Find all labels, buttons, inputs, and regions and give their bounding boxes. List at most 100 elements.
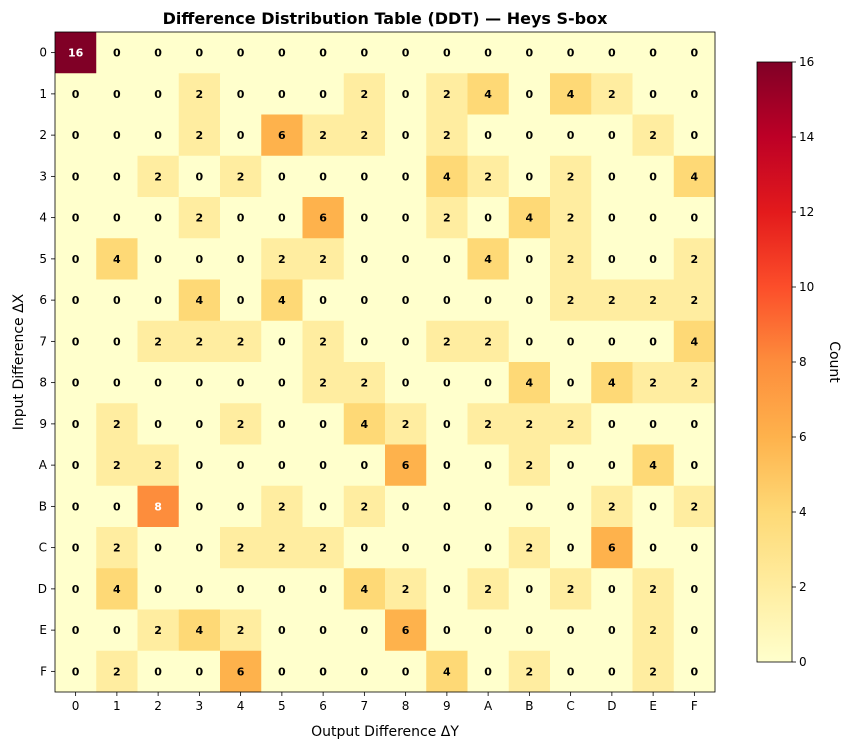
cell-value-label: 2	[196, 129, 204, 142]
heatmap-cell-0-C	[550, 32, 592, 74]
y-tick-label: 8	[39, 376, 47, 390]
cell-value-label: 0	[237, 129, 245, 142]
heatmap-cell-1-C	[550, 73, 592, 115]
heatmap-cell-9-2	[137, 403, 180, 445]
y-tick-label: 3	[39, 169, 47, 183]
cell-value-label: 2	[361, 377, 369, 390]
heatmap-cell-3-3	[178, 155, 221, 198]
heatmap-cell-0-5	[261, 32, 303, 74]
cell-value-label: 4	[361, 583, 369, 596]
heatmap-cell-labels: 16 0 0 0 0 0 0 0 0 0 0 0 0 0 0 0 0 0 0 2 0 0 0 2 0 2 4 0 4 2 0 0 0 0 0 2 0 6 2…	[68, 47, 699, 679]
heatmap-cell-D-D	[591, 568, 633, 610]
cell-value-label: 0	[72, 624, 80, 637]
cell-value-label: 0	[608, 624, 616, 637]
cell-value-label: 0	[567, 624, 575, 637]
heatmap-cell-6-8	[385, 279, 427, 322]
heatmap-cell-5-E	[632, 238, 675, 280]
heatmap-cell-3-8	[385, 155, 427, 198]
cell-value-label: 2	[567, 418, 575, 431]
heatmap-cell-5-8	[385, 238, 427, 280]
heatmap-cell-5-5	[261, 238, 303, 280]
cell-value-label: 0	[402, 88, 410, 101]
heatmap-cell-F-0	[55, 650, 97, 693]
heatmap-cell-A-F	[673, 444, 716, 487]
heatmap-cell-0-8	[385, 32, 427, 74]
heatmap-cell-9-5	[261, 403, 303, 445]
heatmap-cell-F-A	[467, 650, 510, 693]
heatmap-cell-8-F	[673, 362, 716, 404]
heatmap-cell-7-6	[302, 320, 345, 363]
cell-value-label: 0	[526, 88, 534, 101]
cell-value-label: 0	[278, 212, 286, 225]
heatmap-cell-8-D	[591, 362, 633, 404]
cell-value-label: 0	[567, 459, 575, 472]
heatmap-cell-5-1	[96, 238, 138, 280]
cell-value-label: 0	[402, 500, 410, 513]
cell-value-label: 6	[402, 624, 410, 637]
cell-value-label: 2	[691, 253, 699, 266]
heatmap-cell-2-5	[261, 114, 303, 157]
heatmap-cell-8-8	[385, 362, 427, 404]
heatmap-cell-2-4	[220, 114, 262, 157]
heatmap-cell-7-8	[385, 320, 427, 363]
cell-value-label: 0	[113, 294, 121, 307]
heatmap-cell-C-E	[632, 527, 675, 569]
heatmap-cell-9-F	[673, 403, 716, 445]
x-axis-ticks: 0 1 2 3 4 5 6 7 8 9 A B C D E F	[72, 692, 698, 713]
cell-value-label: 0	[691, 665, 699, 678]
cell-value-label: 0	[649, 500, 657, 513]
x-tick-label: 8	[402, 699, 410, 713]
heatmap-cell-E-3	[178, 609, 221, 652]
cell-value-label: 4	[608, 377, 616, 390]
cell-value-label: 0	[691, 583, 699, 596]
cell-value-label: 2	[113, 459, 121, 472]
cell-value-label: 0	[278, 665, 286, 678]
cell-value-label: 0	[484, 47, 492, 60]
heatmap-cell-5-D	[591, 238, 633, 280]
cell-value-label: 2	[484, 170, 492, 183]
heatmap-cell-D-0	[55, 568, 97, 610]
cell-value-label: 0	[72, 294, 80, 307]
cell-value-label: 4	[443, 170, 451, 183]
cell-value-label: 2	[567, 253, 575, 266]
cell-value-label: 0	[278, 583, 286, 596]
cell-value-label: 0	[567, 377, 575, 390]
heatmap-cell-9-9	[426, 403, 468, 445]
colorbar-ticks: 0 2 4 6 8 10 12 14 16	[792, 55, 814, 669]
cell-value-label: 2	[196, 88, 204, 101]
cell-value-label: 0	[237, 47, 245, 60]
cell-value-label: 0	[278, 170, 286, 183]
cell-value-label: 0	[72, 253, 80, 266]
cell-value-label: 0	[443, 47, 451, 60]
heatmap-cell-6-7	[343, 279, 386, 322]
heatmap-cell-4-1	[96, 197, 138, 239]
heatmap-cell-9-6	[302, 403, 345, 445]
cell-value-label: 2	[567, 583, 575, 596]
cell-value-label: 0	[196, 253, 204, 266]
cell-value-label: 0	[237, 500, 245, 513]
heatmap-cell-1-3	[178, 73, 221, 115]
heatmap-cell-4-7	[343, 197, 386, 239]
cell-value-label: 0	[649, 47, 657, 60]
heatmap-cell-C-5	[261, 527, 303, 569]
y-axis-label: Input Difference ΔX	[11, 293, 27, 430]
heatmap-cell-8-0	[55, 362, 97, 404]
heatmap-cell-B-4	[220, 485, 262, 528]
heatmap-cell-8-3	[178, 362, 221, 404]
heatmap-cell-8-9	[426, 362, 468, 404]
cell-value-label: 0	[154, 583, 162, 596]
heatmap-cell-3-2	[137, 155, 180, 198]
cell-value-label: 2	[154, 335, 162, 348]
cell-value-label: 2	[484, 583, 492, 596]
cell-value-label: 0	[113, 212, 121, 225]
heatmap-cell-5-C	[550, 238, 592, 280]
cell-value-label: 2	[567, 212, 575, 225]
heatmap-cell-6-C	[550, 279, 592, 322]
heatmap-cell-6-6	[302, 279, 345, 322]
cell-value-label: 0	[237, 459, 245, 472]
x-tick-label: E	[649, 699, 657, 713]
heatmap-cell-F-B	[508, 650, 551, 693]
heatmap-cell-8-A	[467, 362, 510, 404]
heatmap-cell-E-8	[385, 609, 427, 652]
